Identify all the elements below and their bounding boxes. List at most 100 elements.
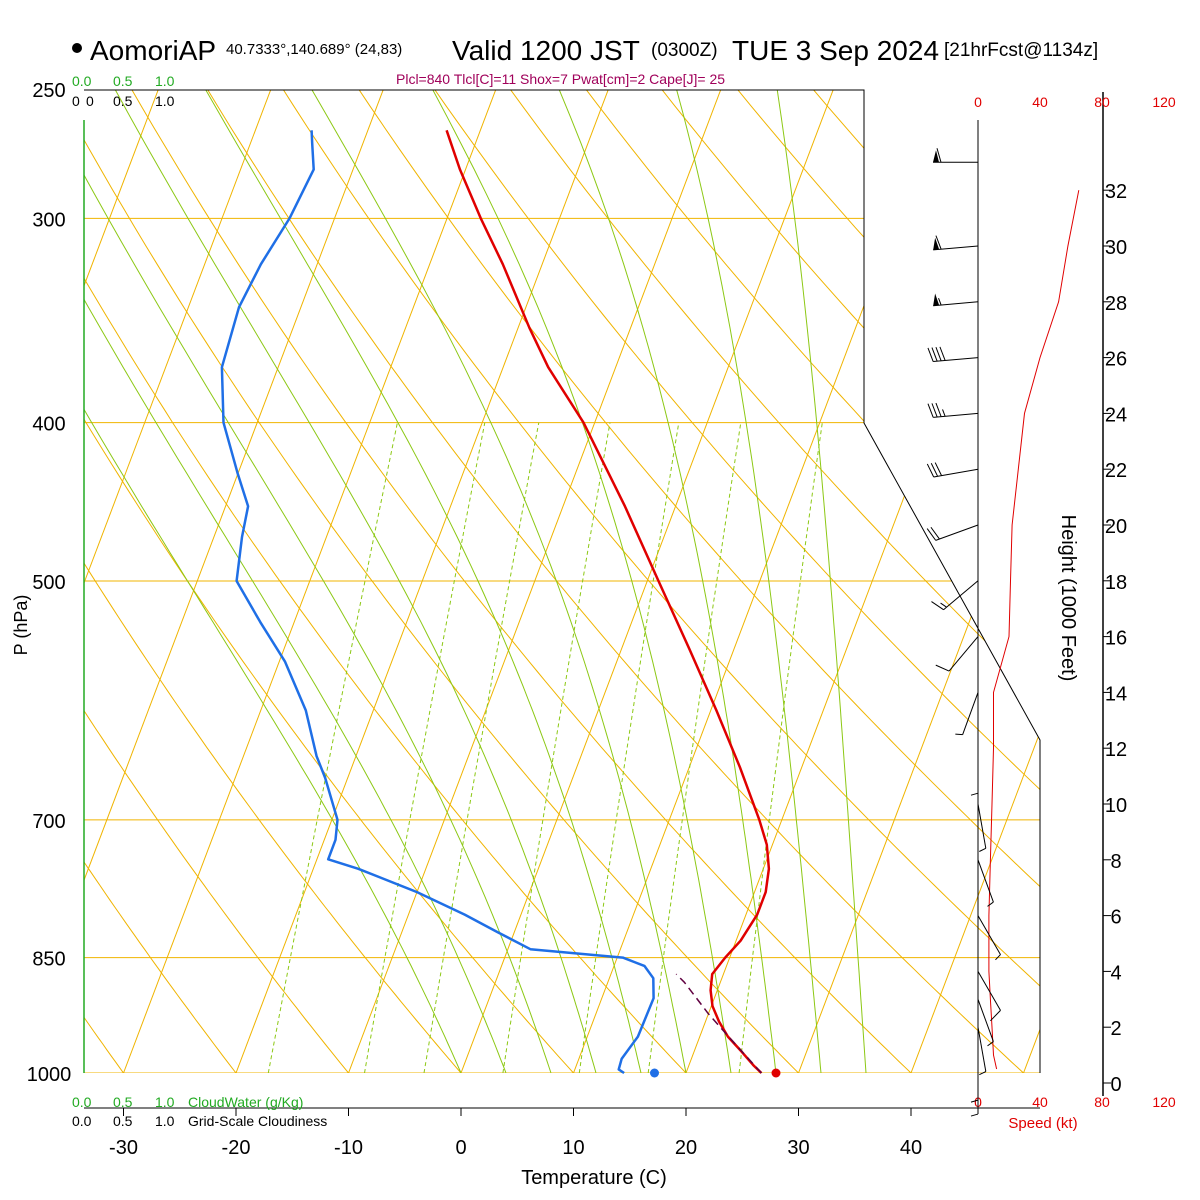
wind-barb-full	[935, 347, 942, 362]
wind-speed-profile	[988, 190, 1080, 1070]
wind-barb-half	[938, 298, 942, 306]
isotherm-line	[910, 90, 1040, 1073]
cloud-scale-top: 0.0 0.5 1.0 0 0 0.5 1.0	[72, 73, 175, 109]
temperature-tick-label: -30	[109, 1137, 138, 1159]
surface-dewpoint-dot	[650, 1068, 659, 1078]
dry-adiabat-line	[883, 90, 1040, 1073]
cloudiness-label: Grid-Scale Cloudiness	[188, 1113, 327, 1129]
wind-barb-full	[936, 148, 942, 163]
parcel-path	[675, 973, 762, 1074]
speed-tick-label-bottom: 40	[1032, 1094, 1048, 1110]
wind-barb	[977, 803, 987, 852]
station-dot-icon	[72, 43, 82, 53]
valid-date: TUE 3 Sep 2024	[732, 35, 939, 66]
speed-tick-label-top: 0	[974, 94, 982, 110]
wind-barb	[970, 748, 979, 796]
pressure-tick-label: 300	[32, 209, 65, 231]
stability-indices: Plcl=840 Tlcl[C]=11 Shox=7 Pwat[cm]=2 Ca…	[396, 71, 725, 87]
pressure-tick-label: 1000	[27, 1064, 72, 1086]
wind-barb-full	[935, 402, 942, 417]
wind-barb-full	[931, 403, 938, 418]
wind-barb-full	[935, 235, 942, 250]
mixing-ratio-label: 8	[571, 1086, 589, 1101]
height-tick-label: 18	[1105, 572, 1127, 594]
isotherm-line	[84, 90, 159, 1073]
speed-axis-title: Speed (kt)	[1008, 1115, 1077, 1132]
wind-barb-full	[939, 346, 946, 361]
mixing-ratio-line	[423, 422, 540, 1073]
moist-adiabat-line	[310, 90, 687, 1073]
dry-adiabat-line	[278, 90, 1040, 1073]
dry-adiabat-line	[807, 90, 1040, 1073]
wind-barb	[955, 692, 979, 736]
moist-adiabat-line	[84, 90, 507, 1073]
plot-frame	[84, 89, 1041, 1073]
wind-barb-full	[926, 463, 935, 478]
mixing-ratio-label: 12	[638, 1083, 660, 1105]
wind-barb-half	[979, 847, 987, 852]
wind-barb-staff	[977, 915, 1001, 955]
wind-barb-full	[931, 347, 938, 362]
header: AomoriAP 40.7333°,140.689° (24,83) Valid…	[72, 35, 1098, 87]
height-tick-label: 12	[1105, 739, 1127, 761]
wind-barb-full	[930, 463, 939, 477]
wind-barb-flag	[933, 237, 940, 250]
dewpoint-profile	[220, 130, 655, 1075]
x-axis-title: Temperature (C)	[521, 1167, 667, 1189]
cloudwater-label: CloudWater (g/Kg)	[188, 1094, 303, 1110]
dry-adiabat-label: 0	[863, 280, 890, 305]
wind-barb	[977, 999, 994, 1047]
wind-barb	[977, 1027, 987, 1076]
dry-adiabat-line	[732, 90, 1040, 1073]
moist-adiabat-line	[114, 90, 597, 1073]
moist-adiabat-line	[204, 90, 642, 1073]
temperature-profile	[445, 129, 771, 1074]
temperature-tick-label: 20	[675, 1137, 697, 1159]
forecast-info: [21hrFcst@1134z]	[944, 40, 1098, 61]
cloudwater-scale-top-0: 0.0	[72, 73, 92, 89]
dry-adiabat-line	[84, 90, 462, 1073]
isotherm-line	[460, 90, 834, 1073]
wind-barb-staff	[977, 803, 987, 849]
cloudiness-scale-bottom-0: 0.0	[72, 1113, 92, 1129]
wind-barb-half	[970, 792, 979, 796]
mixing-ratio-label: 3	[416, 1086, 434, 1101]
wind-barb	[970, 1069, 979, 1117]
height-tick-label: 16	[1105, 628, 1127, 650]
dry-adiabat-line	[354, 90, 1040, 1073]
cloud-legend-bottom: 0.0 0.5 1.0 CloudWater (g/Kg) 0.0 0.5 1.…	[72, 1094, 327, 1129]
wind-barb	[927, 346, 979, 363]
moist-adiabat-line	[558, 90, 777, 1073]
wind-barb	[933, 148, 978, 163]
mixing-ratio-line	[738, 422, 823, 1073]
wind-barb-half	[979, 1071, 987, 1076]
height-axis-title: Height (1000 Feet)	[1057, 515, 1079, 682]
wind-barb	[935, 636, 979, 672]
dry-adiabat-line	[84, 90, 687, 1073]
dry-adiabat-line	[203, 90, 1024, 1073]
wind-barb	[926, 524, 979, 541]
wind-barb-staff	[943, 580, 979, 611]
height-tick-label: 26	[1105, 349, 1127, 371]
y-axis-title: P (hPa)	[11, 595, 31, 656]
mixing-ratio-line	[647, 422, 742, 1073]
dry-adiabat-label: 10	[889, 441, 924, 476]
station-coords: 40.7333°,140.689° (24,83)	[226, 41, 402, 58]
wind-barb	[926, 462, 979, 478]
wind-barb-full	[930, 526, 940, 540]
surface-temperature-dot	[771, 1068, 781, 1078]
isotherm-line	[348, 90, 722, 1073]
speed-tick-label-top: 40	[1032, 94, 1048, 110]
height-tick-label: 22	[1105, 460, 1127, 482]
wind-barb-staff	[977, 971, 1001, 1011]
dry-adiabat-label: 30	[1003, 651, 1038, 686]
isotherm-line	[235, 90, 609, 1073]
mixing-ratio-label: 2	[357, 1086, 375, 1101]
dry-adiabat-line	[127, 90, 912, 1073]
height-tick-label: 30	[1105, 237, 1127, 259]
wind-barb-flag	[933, 150, 939, 163]
wind-barb-half	[987, 1041, 994, 1047]
wind-barb-full	[931, 601, 944, 611]
